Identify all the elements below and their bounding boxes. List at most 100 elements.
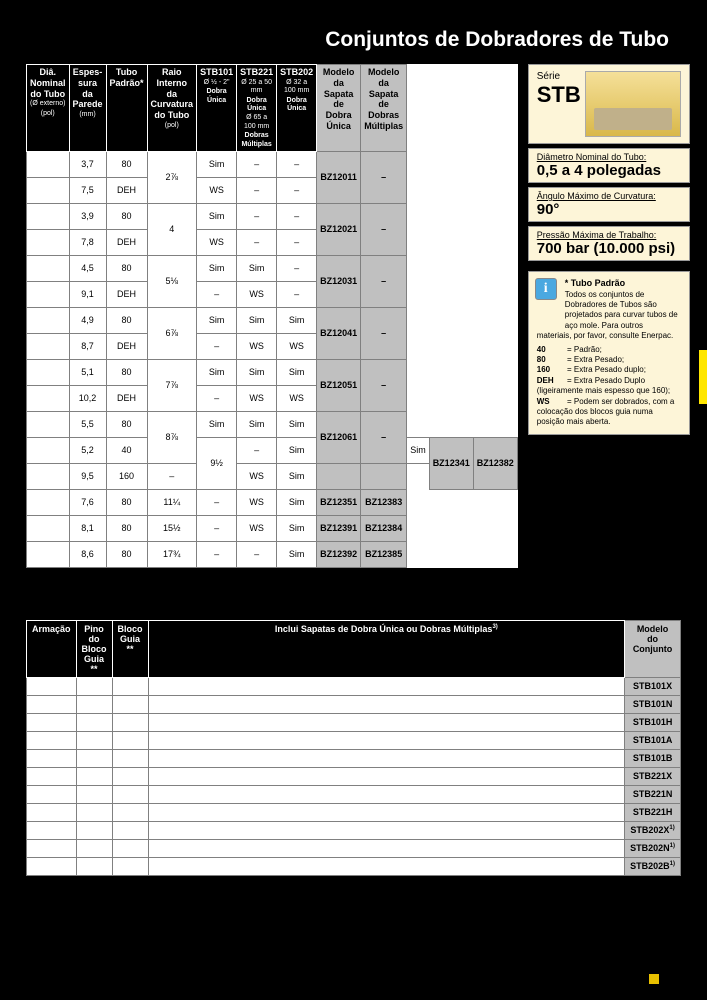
set-model: STB101X <box>625 677 681 695</box>
table-cell: 80 <box>106 151 147 177</box>
table-cell: – <box>237 541 277 567</box>
table-cell: 8,7 <box>69 333 106 359</box>
table-cell: BZ12041 <box>317 307 361 359</box>
table-cell <box>27 151 70 177</box>
set-cell <box>148 857 625 875</box>
table-cell: 5,1 <box>69 359 106 385</box>
set-cell <box>27 695 77 713</box>
set-model: STB221X <box>625 767 681 785</box>
set-cell <box>112 785 148 803</box>
sh-block: Bloco Guia** <box>112 620 148 677</box>
spec-value: 90° <box>537 201 681 218</box>
table-cell: – <box>237 151 277 177</box>
table-cell: 80 <box>106 515 147 541</box>
table-cell: DEH <box>106 333 147 359</box>
info-panel: i * Tubo Padrão Todos os conjuntos de Do… <box>528 271 690 435</box>
set-cell <box>76 785 112 803</box>
table-cell <box>361 463 407 489</box>
set-cell <box>148 731 625 749</box>
spec-label: Diâmetro Nominal do Tubo: <box>537 152 681 162</box>
set-model: STB101H <box>625 713 681 731</box>
set-model: STB101A <box>625 731 681 749</box>
table-cell: 80 <box>106 411 147 437</box>
set-cell <box>76 857 112 875</box>
set-cell <box>148 677 625 695</box>
table-cell: WS <box>277 333 317 359</box>
table-cell <box>27 541 70 567</box>
table-cell: WS <box>197 229 237 255</box>
set-cell <box>27 785 77 803</box>
set-cell <box>76 677 112 695</box>
table-cell <box>27 307 70 333</box>
table-cell: 5,5 <box>69 411 106 437</box>
table-cell: – <box>237 177 277 203</box>
set-cell <box>112 821 148 839</box>
legend-row: 160 = Extra Pesado duplo; <box>537 365 681 375</box>
table-cell: – <box>277 255 317 281</box>
table-cell: BZ12021 <box>317 203 361 255</box>
series-name: STB <box>537 82 581 108</box>
table-cell: Sim <box>197 203 237 229</box>
table-cell: – <box>147 463 197 489</box>
table-cell: Sim <box>237 411 277 437</box>
table-cell: BZ12382 <box>473 437 517 489</box>
table-cell: – <box>197 541 237 567</box>
set-cell <box>112 713 148 731</box>
set-cell <box>76 749 112 767</box>
table-cell: – <box>277 151 317 177</box>
legend-row: 40 = Padrão; <box>537 345 681 355</box>
table-cell: 10,2 <box>69 385 106 411</box>
table-cell: – <box>237 437 277 463</box>
set-cell <box>76 713 112 731</box>
set-cell <box>112 731 148 749</box>
table-cell: DEH <box>106 281 147 307</box>
table-cell: – <box>361 359 407 411</box>
table-cell: – <box>197 333 237 359</box>
table-cell: WS <box>237 385 277 411</box>
set-cell <box>148 839 625 857</box>
brand-icon <box>649 974 659 984</box>
table-cell: WS <box>197 177 237 203</box>
table-cell: BZ12051 <box>317 359 361 411</box>
table-cell: DEH <box>106 177 147 203</box>
table-cell <box>27 385 70 411</box>
legend-row: 80 = Extra Pesado; <box>537 355 681 365</box>
table-cell: – <box>197 515 237 541</box>
table-cell: 9½ <box>197 437 237 489</box>
set-cell <box>112 803 148 821</box>
table-cell: 4,9 <box>69 307 106 333</box>
table-cell <box>27 515 70 541</box>
set-cell <box>148 821 625 839</box>
table-cell: 5,2 <box>69 437 106 463</box>
set-cell <box>27 731 77 749</box>
set-cell <box>112 695 148 713</box>
set-model: STB202B1) <box>625 857 681 875</box>
h-std: Tubo Padrão* <box>106 65 147 152</box>
spec-label: Ângulo Máximo de Curvatura: <box>537 191 681 201</box>
table-cell: WS <box>237 281 277 307</box>
h-single-shoe: Modelo da Sapata de Dobra Única <box>317 65 361 152</box>
table-cell: WS <box>237 333 277 359</box>
table-cell: – <box>361 151 407 203</box>
table-cell: Sim <box>277 437 317 463</box>
table-cell: – <box>361 203 407 255</box>
info-body2: materiais, por favor, consulte Enerpac. <box>537 331 681 341</box>
table-cell: – <box>237 229 277 255</box>
page-tab <box>699 350 707 404</box>
sh-model: Modelo do Conjunto <box>625 620 681 677</box>
table-cell: 5⅛ <box>147 255 197 307</box>
table-cell <box>27 281 70 307</box>
set-model: STB101B <box>625 749 681 767</box>
legend-row: WS = Podem ser dobrados, com a colocação… <box>537 397 681 428</box>
h-stb202: STB202Ø 32 a 100 mmDobra Única <box>277 65 317 152</box>
set-cell <box>112 839 148 857</box>
legend-row: DEH = Extra Pesado Duplo (ligeiramente m… <box>537 376 681 397</box>
table-cell: – <box>197 385 237 411</box>
table-cell: WS <box>237 489 277 515</box>
table-cell: Sim <box>277 541 317 567</box>
set-cell <box>27 821 77 839</box>
table-cell <box>27 437 70 463</box>
table-cell: Sim <box>277 307 317 333</box>
table-cell: 3,7 <box>69 151 106 177</box>
table-cell <box>27 359 70 385</box>
